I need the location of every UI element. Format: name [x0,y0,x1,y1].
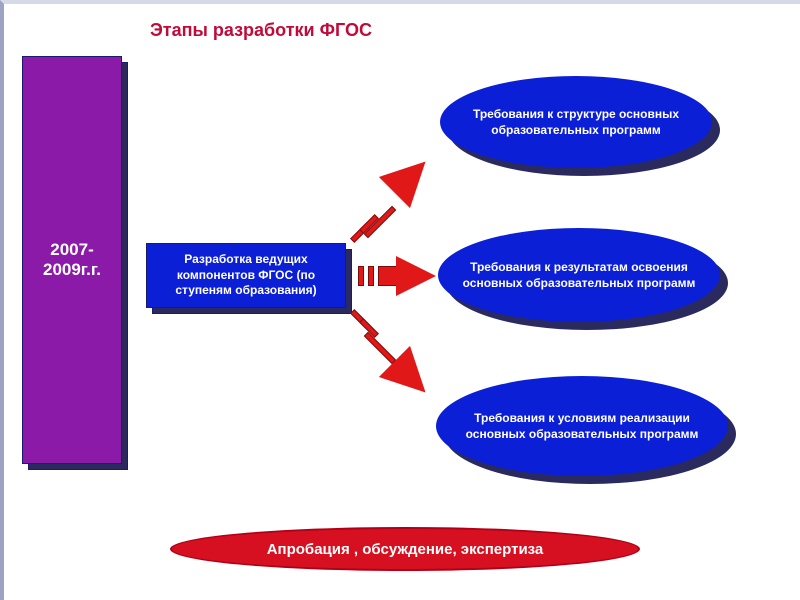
arrow-down [352,300,462,410]
year-line1: 2007- [50,240,93,260]
year-block: 2007- 2009г.г. [22,56,122,464]
year-line2: 2009г.г. [43,260,101,280]
ellipse-3-wrap: Требования к условиям реализации основны… [436,376,728,476]
bottom-ellipse: Апробация , обсуждение, экспертиза [170,527,640,571]
ellipse-2-wrap: Требования к результатам освоения основн… [438,228,720,322]
ellipse-1-wrap: Требования к структуре основных образова… [440,76,712,168]
arrow-up [352,150,462,260]
ellipse-1: Требования к структуре основных образова… [440,76,712,168]
slide-title: Этапы разработки ФГОС [150,20,372,41]
ellipse-3: Требования к условиям реализации основны… [436,376,728,476]
arrow-right [358,264,448,304]
mid-block: Разработка ведущих компонентов ФГОС (по … [146,243,346,308]
ellipse-2: Требования к результатам освоения основн… [438,228,720,322]
